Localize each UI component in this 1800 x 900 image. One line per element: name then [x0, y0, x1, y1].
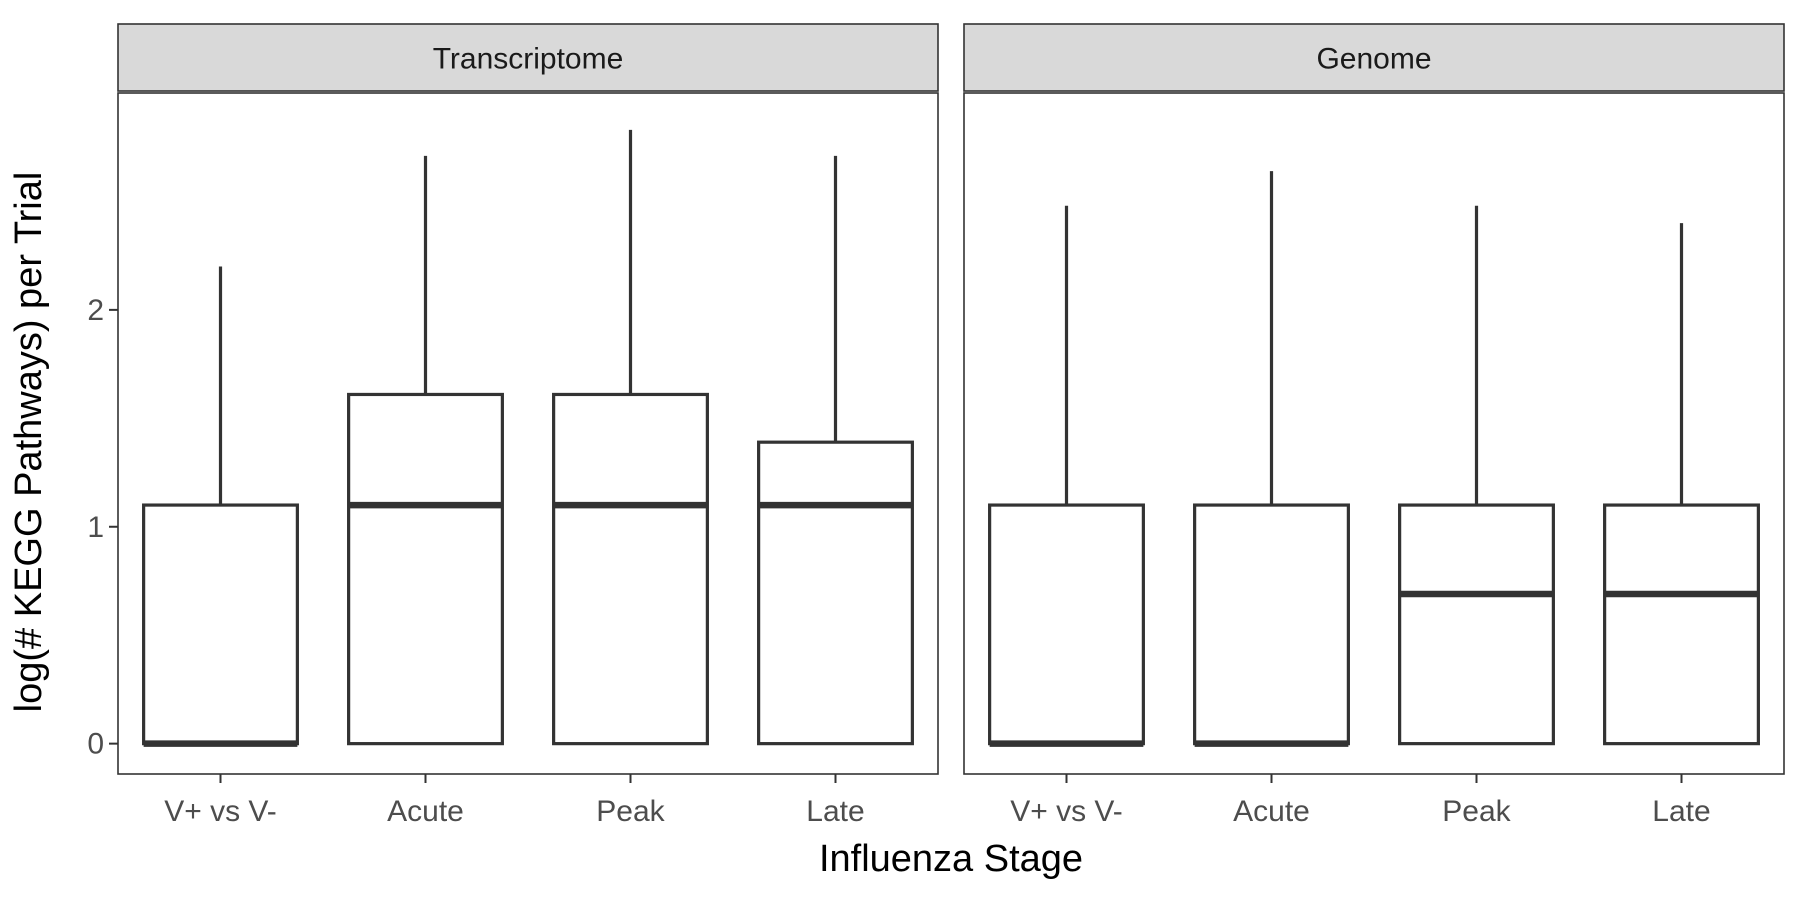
box-iqr [142, 503, 299, 746]
facet-panel-0: Transcriptome 0 1 2 V+ vs V- Acute Peak Late [87, 23, 939, 828]
facet-strip [117, 23, 939, 92]
box-iqr [347, 392, 504, 746]
y-tick-label: 1 [87, 511, 104, 544]
y-tick-label: 0 [87, 728, 104, 761]
box-iqr [1193, 503, 1350, 746]
box-iqr [1603, 503, 1760, 746]
facet-strip-label: Genome [1316, 43, 1431, 76]
facet-panel-1: Genome V+ vs V- Acute Peak Late [963, 23, 1785, 828]
x-axis-title: Influenza Stage [819, 838, 1083, 880]
x-tick-label: V+ vs V- [1010, 795, 1123, 828]
x-tick-label: Late [1652, 795, 1710, 828]
x-tick-label: Peak [596, 795, 665, 828]
x-tick-label: Late [806, 795, 864, 828]
box-iqr [1398, 503, 1555, 746]
box-iqr [552, 392, 709, 746]
box-iqr [988, 503, 1145, 746]
x-tick-label: Peak [1442, 795, 1511, 828]
x-tick-label: Acute [387, 795, 464, 828]
y-axis-title: log(# KEGG Pathways) per Trial [8, 172, 50, 713]
x-tick-label: V+ vs V- [164, 795, 277, 828]
box-iqr [757, 440, 914, 746]
facet-strip-label: Transcriptome [433, 43, 624, 76]
x-tick-label: Acute [1233, 795, 1310, 828]
y-tick-label: 2 [87, 294, 104, 327]
facet-strip [963, 23, 1785, 92]
